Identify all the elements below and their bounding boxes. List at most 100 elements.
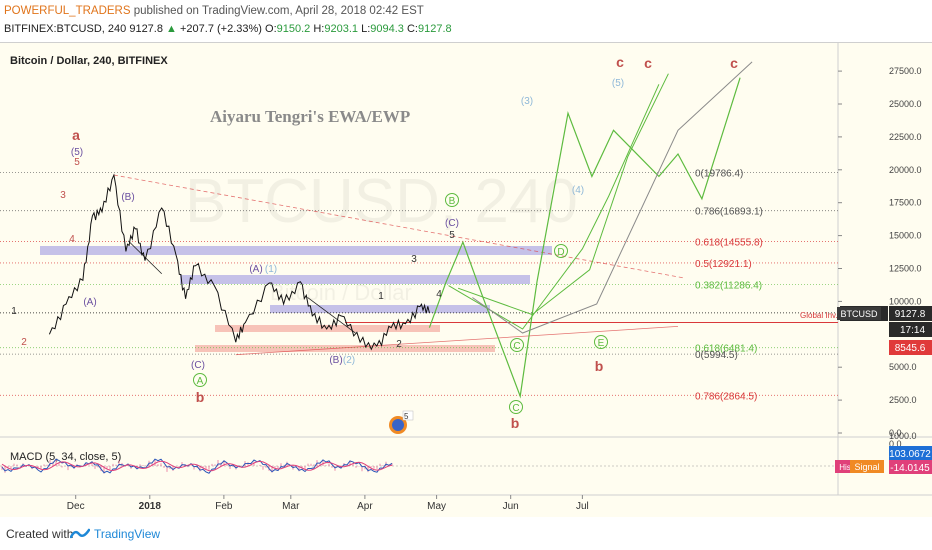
trend-line-dashed[interactable] bbox=[113, 174, 683, 279]
price-line[interactable] bbox=[48, 173, 430, 351]
fib-level-label: 0.5(12921.1) bbox=[695, 259, 752, 270]
zone-purple-mid[interactable] bbox=[180, 275, 530, 284]
zone-purple-top[interactable] bbox=[40, 246, 552, 255]
wave-label: 3 bbox=[411, 254, 417, 265]
macd-title: MACD (5, 34, close, 5) bbox=[10, 451, 121, 463]
signal-value-badge: -14.0145 bbox=[889, 460, 932, 474]
last-price: 9127.8 bbox=[129, 23, 163, 35]
author-name[interactable]: POWERFUL_TRADERS bbox=[4, 5, 131, 17]
fib-labels: 0(19786.4) 0.786(16893.1) 0.618(14555.8) 0.… bbox=[695, 169, 763, 403]
wave-label: (A) bbox=[83, 297, 96, 308]
signal-label-text: Signal bbox=[854, 462, 879, 472]
symbol-label: BITFINEX:BTCUSD, 240 bbox=[4, 23, 127, 35]
wave-label: (B) bbox=[329, 355, 342, 366]
wave-label: 5 bbox=[449, 230, 455, 241]
chart-title: Bitcoin / Dollar, 240, BITFINEX bbox=[10, 55, 168, 67]
wave-label: 1 bbox=[11, 306, 17, 317]
time-axis[interactable]: Dec 2018 Feb Mar Apr May Jun Jul bbox=[67, 495, 589, 512]
wave-label: E bbox=[598, 338, 605, 349]
time-tick-label: Jul bbox=[576, 501, 589, 512]
wave-label: b bbox=[595, 358, 604, 374]
fib-level-label: 0.786(2864.5) bbox=[695, 391, 757, 402]
price-tick-label: 25000.0 bbox=[889, 99, 922, 109]
tradingview-brand[interactable]: TradingView bbox=[94, 527, 161, 541]
fib-level-label: 0(19786.4) bbox=[695, 169, 743, 180]
time-tick-label: Mar bbox=[282, 501, 300, 512]
trend-line-support[interactable] bbox=[235, 326, 679, 356]
chart-subtitle: Aiyaru Tengri's EWA/EWP bbox=[210, 107, 410, 126]
projection-strand[interactable] bbox=[472, 61, 753, 334]
global-line-label: Global Inv. BTCUSD bbox=[800, 311, 873, 320]
wave-label: b bbox=[511, 415, 520, 431]
wave-label: B bbox=[449, 196, 456, 207]
open-value: 9150.2 bbox=[276, 23, 311, 35]
macd-value-text: 103.0672 bbox=[889, 449, 931, 460]
price-series bbox=[48, 173, 430, 351]
fib-level-label: 0.618(14555.8) bbox=[695, 237, 763, 248]
time-tick-label: Jun bbox=[503, 501, 519, 512]
wave-label: 2 bbox=[21, 337, 27, 348]
red-price-text: 8545.6 bbox=[895, 343, 926, 354]
wave-label: (3) bbox=[521, 96, 533, 107]
trend-lines bbox=[113, 174, 683, 356]
high-label: H: bbox=[313, 23, 325, 35]
price-change: +207.7 (+2.33%) bbox=[180, 23, 262, 35]
price-tick-label: 12500.0 bbox=[889, 264, 922, 274]
time-tick-label: Dec bbox=[67, 501, 85, 512]
high-value: 9203.1 bbox=[324, 23, 359, 35]
wave-label: (5) bbox=[71, 147, 83, 158]
wave-label: c bbox=[730, 55, 738, 71]
tradingview-logo-icon bbox=[70, 528, 90, 539]
time-tick-label: Apr bbox=[357, 501, 373, 512]
price-tick-label: 27500.0 bbox=[889, 66, 922, 76]
countdown-badge: 17:14 bbox=[889, 322, 932, 337]
wedge-line[interactable] bbox=[307, 297, 356, 334]
event-flag-icon[interactable]: 5 bbox=[389, 410, 414, 434]
zone-red-lower[interactable] bbox=[195, 345, 495, 352]
wave-label: c bbox=[616, 54, 624, 70]
symbol-tag-text: BTCUSD bbox=[840, 309, 878, 319]
watermark-symbol: BTCUSD, 240 bbox=[185, 167, 578, 236]
signal-line bbox=[1, 460, 393, 472]
wave-label: C bbox=[513, 341, 520, 352]
zone-purple-low[interactable] bbox=[270, 305, 490, 313]
wave-label: A bbox=[197, 376, 204, 387]
price-tick-label: 0.0 bbox=[889, 428, 902, 438]
wave-label: c bbox=[644, 55, 652, 71]
price-tick-label: 5000.0 bbox=[889, 362, 917, 372]
projection-lines bbox=[428, 61, 753, 399]
price-tick-label: 15000.0 bbox=[889, 231, 922, 241]
footer: Created with TradingView bbox=[0, 517, 932, 550]
projection-strand[interactable] bbox=[448, 84, 660, 330]
projection-path-main[interactable] bbox=[428, 77, 741, 399]
time-tick-label: May bbox=[427, 501, 446, 512]
signal-value-text: -14.0145 bbox=[890, 463, 930, 474]
created-with-text: Created with bbox=[6, 527, 74, 541]
wedge-line[interactable] bbox=[127, 240, 163, 275]
macd-pane bbox=[0, 458, 838, 474]
fib-level-label: 0(5994.5) bbox=[695, 350, 738, 361]
wave-label: (2) bbox=[343, 355, 355, 366]
symbol-tag-badge: BTCUSD bbox=[837, 307, 881, 320]
price-tick-label: 22500.0 bbox=[889, 132, 922, 142]
projection-strand[interactable] bbox=[457, 73, 669, 316]
wave-label: (5) bbox=[612, 78, 624, 89]
wave-circle-icon bbox=[193, 373, 207, 387]
wave-label: D bbox=[557, 247, 564, 258]
wave-label: (C) bbox=[191, 360, 205, 371]
wave-label: (C) bbox=[445, 218, 459, 229]
last-price-axis-badge: 9127.8 bbox=[889, 306, 932, 321]
wave-circle-icon bbox=[445, 193, 459, 207]
price-axis[interactable]: 27500.0 25000.0 22500.0 20000.0 17500.0 15000… bbox=[838, 66, 922, 438]
wave-label: (A) bbox=[249, 264, 262, 275]
time-tick-label: Feb bbox=[215, 501, 233, 512]
svg-text:5: 5 bbox=[404, 412, 409, 421]
macd-tick-top: 1000.0 bbox=[889, 431, 917, 441]
price-tick-label: 2500.0 bbox=[889, 395, 917, 405]
wave-label: a bbox=[72, 127, 80, 143]
wave-labels: a(5)534(B)(A)12(C)Ab(A) (1)(B) (2)12345(C)… bbox=[11, 54, 738, 431]
last-price-axis-text: 9127.8 bbox=[895, 309, 926, 320]
low-label: L: bbox=[361, 23, 371, 35]
wave-label: (1) bbox=[265, 264, 277, 275]
